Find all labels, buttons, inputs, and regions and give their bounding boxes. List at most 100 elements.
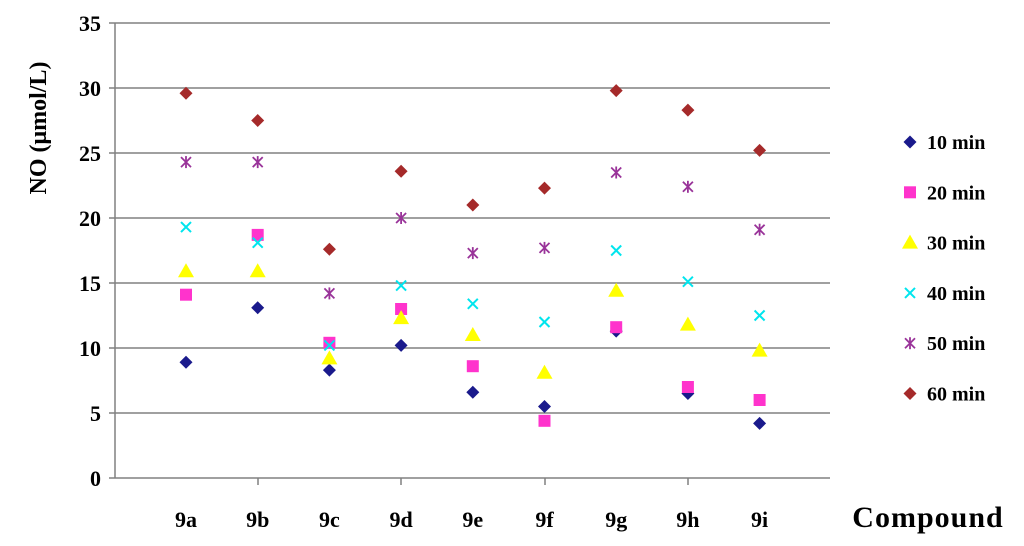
series-50-min (180, 156, 766, 300)
data-point (395, 279, 407, 292)
data-point (323, 287, 336, 300)
data-point (179, 86, 193, 100)
data-point (322, 242, 336, 256)
data-point (394, 164, 408, 178)
x-tick-label: 9c (319, 507, 340, 532)
series-40-min (180, 221, 766, 352)
data-point (394, 338, 408, 352)
data-point (180, 288, 192, 301)
data-point (610, 244, 622, 257)
data-point (610, 321, 623, 334)
y-tick-label: 35 (79, 11, 101, 36)
data-point (682, 180, 694, 193)
data-point (251, 228, 264, 241)
legend-item: 30 min (902, 233, 985, 255)
series-60-min (179, 84, 767, 256)
legend-item: 50 min (904, 333, 985, 355)
legend-item: 10 min (903, 132, 985, 154)
x-tick-label: 9f (535, 507, 554, 532)
data-point (538, 316, 551, 328)
data-point (252, 156, 264, 169)
x-tick-label: 9d (389, 507, 412, 532)
data-points (178, 84, 768, 430)
data-point (681, 103, 695, 117)
x-tick-label: 9g (605, 507, 627, 532)
data-point (251, 114, 265, 127)
data-point (466, 198, 480, 212)
data-point (323, 336, 336, 349)
data-point (180, 156, 192, 169)
data-point (753, 223, 766, 236)
data-point (753, 309, 766, 322)
y-tick-label: 30 (79, 76, 101, 101)
y-tick-label: 15 (79, 271, 101, 296)
data-point (753, 143, 767, 157)
x-tick-label: 9i (751, 507, 768, 532)
data-point (467, 298, 479, 310)
legend-marker (902, 234, 918, 249)
y-tick-label: 25 (79, 141, 101, 166)
data-point (682, 275, 694, 288)
x-tick-label: 9a (175, 507, 197, 532)
data-point (395, 212, 407, 224)
x-tick-label: 9h (676, 507, 699, 532)
legend-marker (904, 287, 916, 299)
gridlines (115, 22, 830, 414)
data-point (464, 327, 481, 341)
legend-marker (903, 387, 917, 400)
data-point (751, 342, 768, 357)
legend-label: 20 min (927, 182, 985, 204)
data-point (466, 385, 480, 399)
data-point (321, 350, 338, 365)
data-point (249, 263, 266, 278)
legend-marker (904, 186, 916, 199)
data-point (180, 221, 192, 233)
legend-label: 60 min (927, 384, 985, 406)
y-tick-label: 5 (90, 401, 101, 426)
data-point (536, 364, 553, 379)
legend-label: 40 min (927, 283, 985, 305)
data-point (466, 360, 479, 373)
x-tick-labels: 9a 9b 9c 9d 9e 9f 9g 9h 9i (175, 507, 768, 532)
legend-item: 60 min (903, 384, 985, 406)
data-point (393, 310, 410, 325)
data-point (609, 84, 623, 98)
axes (109, 22, 830, 485)
data-point (251, 236, 264, 249)
legend-label: 10 min (927, 132, 985, 154)
x-axis-label: Compound (852, 501, 1003, 534)
legend-label: 50 min (927, 333, 985, 355)
series-30-min (178, 263, 768, 379)
data-point (179, 355, 193, 369)
data-point (538, 400, 551, 413)
y-axis-label: NO (μmol/L) (26, 62, 52, 195)
data-point (608, 282, 625, 297)
data-point (681, 381, 694, 393)
data-point (538, 241, 551, 254)
x-tick-label: 9e (462, 507, 483, 532)
legend-marker (904, 337, 916, 350)
y-tick-label: 20 (79, 206, 101, 231)
data-point (323, 339, 336, 352)
y-tick-label: 0 (90, 466, 101, 491)
legend-item: 20 min (904, 182, 985, 204)
data-point (753, 416, 767, 430)
data-point (178, 263, 194, 278)
data-point (538, 181, 551, 195)
legend: 10 min 20 min 30 min 40 min 50 min 60 min (902, 132, 985, 406)
series-20-min (180, 228, 766, 427)
y-tick-labels: 0 5 10 15 20 25 30 35 (79, 11, 101, 491)
data-point (251, 301, 265, 315)
data-point (467, 247, 479, 260)
data-point (322, 363, 336, 377)
y-tick-label: 10 (79, 336, 101, 361)
legend-marker (903, 135, 917, 149)
legend-label: 30 min (927, 233, 985, 255)
data-point (753, 394, 766, 406)
data-point (395, 303, 408, 315)
legend-item: 40 min (904, 283, 985, 305)
data-point (538, 414, 551, 427)
x-tick-label: 9b (246, 507, 269, 532)
data-point (610, 166, 622, 179)
